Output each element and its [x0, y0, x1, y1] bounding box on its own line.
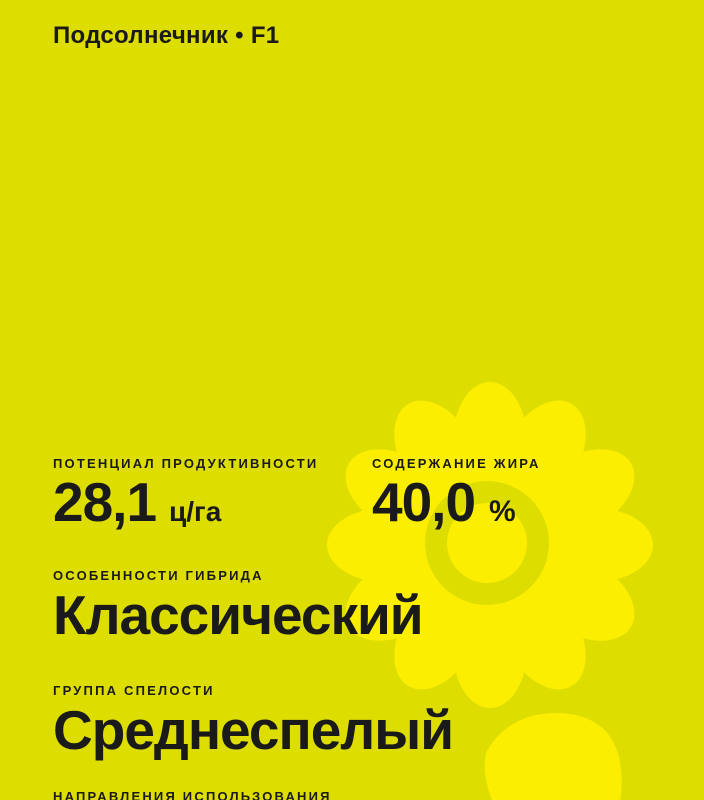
stat-productivity-unit: ц/га — [169, 496, 222, 527]
page-title: Подсолнечник • F1 — [53, 22, 280, 49]
stat-fat-unit: % — [489, 495, 516, 528]
stat-fat-number: 40,0 — [372, 471, 476, 533]
stat-productivity-label: ПОТЕНЦИАЛ ПРОДУКТИВНОСТИ — [53, 456, 319, 471]
stat-fat-value: 40,0 % — [372, 475, 516, 530]
attr-maturity-label: ГРУППА СПЕЛОСТИ — [53, 683, 215, 698]
attr-features-value: Классический — [53, 584, 424, 646]
attr-maturity-value: Среднеспелый — [53, 699, 454, 761]
attr-features-label: ОСОБЕННОСТИ ГИБРИДА — [53, 568, 264, 583]
stat-productivity-number: 28,1 — [53, 471, 157, 533]
attr-usage-label: НАПРАВЛЕНИЯ ИСПОЛЬЗОВАНИЯ — [53, 789, 332, 800]
stat-productivity-value: 28,1 ц/га — [53, 475, 221, 530]
stat-fat-label: СОДЕРЖАНИЕ ЖИРА — [372, 456, 541, 471]
